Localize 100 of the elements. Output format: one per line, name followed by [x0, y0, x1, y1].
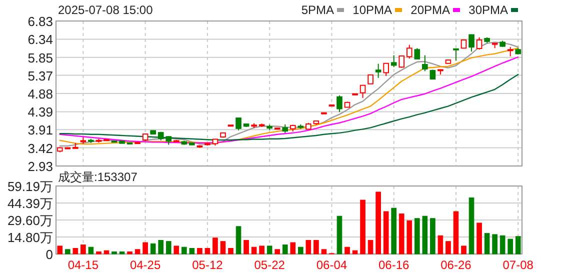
y-tick-label: 3.42: [28, 140, 53, 156]
y-tick-label: 2.93: [28, 159, 53, 174]
bar: [461, 246, 466, 254]
bar: [259, 246, 264, 254]
bar: [158, 240, 164, 254]
bar: [204, 248, 210, 254]
bar: [406, 220, 412, 254]
bar: [282, 244, 288, 254]
candlestick: [507, 46, 514, 57]
x-tick-label: 05-22: [254, 258, 286, 272]
candlestick: [375, 63, 382, 78]
bar: [142, 242, 148, 254]
y-tick-label: 3.91: [28, 122, 53, 138]
bar: [298, 246, 304, 254]
bar: [438, 235, 444, 254]
bar: [274, 249, 280, 254]
bar: [290, 242, 296, 254]
bar: [104, 250, 110, 254]
y-tick-label: 4.88: [28, 86, 53, 102]
chart-subtitle: 2025-07-08 15:00: [58, 3, 154, 17]
bar: [134, 249, 140, 254]
bar: [383, 211, 389, 254]
bar: [119, 251, 125, 254]
y-tick-label: 59.19万: [7, 179, 53, 194]
bar: [88, 246, 94, 254]
candlestick: [236, 117, 242, 131]
bar: [336, 216, 342, 254]
y-tick-label: 4.39: [28, 104, 53, 120]
bar: [398, 214, 404, 254]
bar: [220, 241, 226, 254]
bar: [391, 208, 397, 254]
candlestick: [360, 84, 366, 98]
candlestick: [468, 34, 474, 52]
y-tick-label: 6.83: [28, 14, 53, 29]
bar: [80, 244, 86, 254]
bar: [476, 222, 482, 254]
x-tick-label: 07-08: [502, 258, 534, 272]
legend-label: 30PMA: [468, 3, 508, 17]
bar: [515, 236, 521, 254]
bar: [64, 249, 70, 254]
bar: [57, 246, 63, 254]
bar: [236, 226, 242, 254]
bar: [492, 234, 498, 254]
x-tick-label: 05-12: [192, 258, 224, 272]
bar: [314, 240, 319, 254]
candlestick: [368, 74, 374, 85]
candlestick: [422, 54, 428, 72]
bar: [344, 246, 350, 254]
bar: [244, 240, 249, 254]
x-tick-label: 06-04: [316, 258, 348, 272]
bar: [181, 246, 187, 254]
legend-label: 5PMA: [301, 3, 334, 17]
y-tick-label: 14.80万: [7, 230, 53, 245]
line-series: [59, 74, 519, 141]
candlestick: [390, 54, 397, 68]
bar: [228, 248, 234, 254]
bar: [112, 251, 117, 254]
y-tick-label: 29.60万: [7, 212, 53, 228]
bar: [484, 233, 490, 254]
candlestick: [406, 44, 412, 60]
bar: [352, 250, 358, 254]
bar: [414, 218, 420, 254]
y-tick-label: 0: [46, 247, 53, 262]
bar: [368, 240, 374, 254]
bar: [197, 248, 202, 254]
candlestick: [398, 55, 405, 68]
bar: [306, 240, 312, 254]
y-tick-label: 5.85: [28, 50, 53, 66]
bar: [127, 251, 132, 254]
x-tick-label: 04-25: [130, 258, 161, 272]
candlestick: [383, 62, 389, 77]
bar: [508, 238, 514, 254]
candlestick: [430, 69, 436, 80]
chart-title: 成交量:153307: [58, 170, 138, 184]
x-tick-label: 06-16: [378, 258, 410, 272]
bar: [251, 246, 257, 254]
bar: [166, 241, 172, 254]
bar: [96, 251, 102, 254]
x-tick-label: 04-15: [68, 258, 99, 272]
bar: [422, 216, 428, 254]
x-tick-label: 06-26: [440, 258, 472, 272]
bar: [321, 249, 327, 254]
candlestick: [476, 36, 482, 50]
legend-label: 20PMA: [410, 3, 450, 17]
bar: [468, 197, 474, 254]
y-tick-label: 5.37: [28, 68, 53, 84]
candlestick: [336, 94, 342, 113]
candlestick: [453, 48, 459, 62]
bar: [446, 241, 451, 254]
bar: [360, 200, 366, 254]
bar: [174, 246, 180, 254]
bar: [376, 192, 381, 254]
bar: [212, 238, 218, 254]
bar: [500, 235, 506, 254]
candlestick: [414, 48, 420, 60]
bar: [189, 248, 195, 254]
bar: [150, 243, 156, 254]
bar: [453, 211, 459, 254]
y-tick-label: 44.39万: [7, 196, 53, 212]
legend-label: 10PMA: [352, 3, 392, 17]
